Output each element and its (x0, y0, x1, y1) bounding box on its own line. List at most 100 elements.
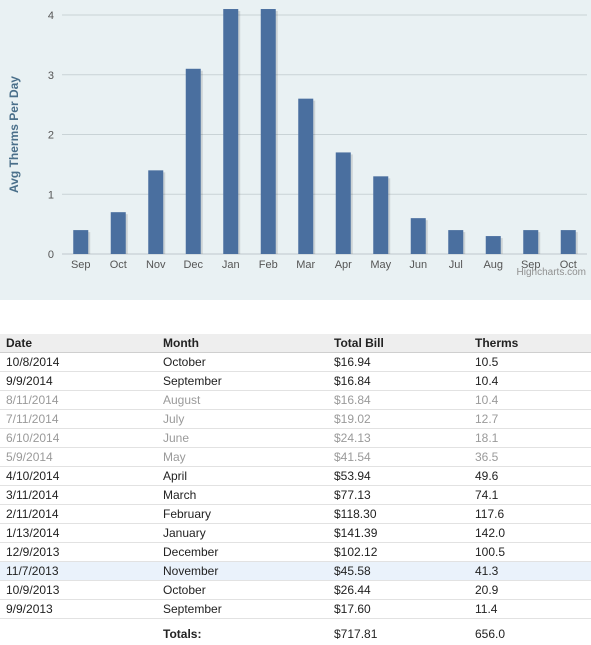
cell-total-bill: $19.02 (334, 412, 371, 426)
table-row[interactable]: 6/10/2014 June $24.13 18.1 (0, 429, 591, 448)
table-row[interactable]: 5/9/2014 May $41.54 36.5 (0, 448, 591, 467)
cell-total-bill: $77.13 (334, 488, 371, 502)
cell-date: 4/10/2014 (6, 469, 60, 483)
totals-row: Totals: $717.81 656.0 (0, 623, 591, 645)
cell-total-bill: $41.54 (334, 450, 371, 464)
bar-jul[interactable] (448, 230, 464, 254)
bar-dec[interactable] (185, 68, 201, 255)
totals-bill: $717.81 (334, 627, 378, 641)
x-tick-label: Nov (146, 259, 166, 271)
bar-aug[interactable] (485, 236, 501, 254)
x-tick-label: Apr (335, 259, 352, 271)
cell-therms: 74.1 (475, 488, 499, 502)
usage-chart: 0 1 2 3 4 Sep Oct Nov Dec Jan Feb Mar Apr May Jun Jul A… (0, 0, 591, 300)
cell-date: 10/9/2013 (6, 583, 60, 597)
table-row[interactable]: 8/11/2014 August $16.84 10.4 (0, 391, 591, 410)
table-row[interactable]: 9/9/2013 September $17.60 11.4 (0, 600, 591, 619)
highcharts-credit[interactable]: Highcharts.com (517, 267, 586, 278)
gridlines (62, 14, 587, 255)
bar-may[interactable] (373, 176, 389, 254)
cell-therms: 10.5 (475, 355, 499, 369)
bar-oct[interactable] (560, 230, 576, 254)
x-tick-label: Mar (296, 259, 315, 271)
x-tick-label: Feb (259, 259, 278, 271)
bar-oct[interactable] (110, 212, 126, 254)
table-row[interactable]: 10/8/2014 October $16.94 10.5 (0, 353, 591, 372)
cell-therms: 117.6 (475, 507, 505, 521)
cell-total-bill: $24.13 (334, 431, 371, 445)
y-tick-label: 4 (48, 10, 54, 22)
cell-total-bill: $26.44 (334, 583, 371, 597)
cell-date: 1/13/2014 (6, 526, 60, 540)
x-tick-label: Sep (521, 259, 541, 271)
bar-chart-svg: 0 1 2 3 4 Sep Oct Nov Dec Jan Feb Mar Apr May Jun Jul A… (7, 9, 587, 278)
table-row[interactable]: 10/9/2013 October $26.44 20.9 (0, 581, 591, 600)
bar-sep[interactable] (523, 230, 539, 254)
bar-sep[interactable] (73, 230, 89, 254)
bar-jun[interactable] (410, 218, 426, 254)
bar-jan[interactable] (223, 9, 239, 255)
cell-date: 10/8/2014 (6, 355, 60, 369)
x-tick-label: Jan (222, 259, 240, 271)
x-tick-label: Jul (449, 259, 463, 271)
header-total-bill[interactable]: Total Bill (334, 336, 384, 350)
billing-table: Date Month Total Bill Therms 10/8/2014 Oc… (0, 334, 591, 645)
cell-date: 6/10/2014 (6, 431, 60, 445)
table-row[interactable]: 7/11/2014 July $19.02 12.7 (0, 410, 591, 429)
cell-therms: 49.6 (475, 469, 499, 483)
cell-month: October (163, 583, 206, 597)
table-row[interactable]: 3/11/2014 March $77.13 74.1 (0, 486, 591, 505)
totals-therms: 656.0 (475, 627, 506, 641)
cell-month: February (163, 507, 212, 521)
cell-date: 3/11/2014 (6, 488, 59, 502)
cell-total-bill: $141.39 (334, 526, 378, 540)
cell-month: June (163, 431, 190, 445)
x-tick-label: Jun (409, 259, 427, 271)
cell-month: December (163, 545, 219, 559)
bar-nov[interactable] (148, 170, 164, 254)
cell-date: 9/9/2013 (6, 602, 53, 616)
table-row[interactable]: 1/13/2014 January $141.39 142.0 (0, 524, 591, 543)
table-header: Date Month Total Bill Therms (0, 334, 591, 353)
bar-mar[interactable] (298, 98, 314, 255)
bar-feb[interactable] (260, 9, 276, 255)
x-tick-label: Sep (71, 259, 91, 271)
y-axis-ticks: 0 1 2 3 4 (48, 10, 54, 261)
cell-total-bill: $16.94 (334, 355, 371, 369)
y-tick-label: 1 (48, 189, 54, 201)
cell-therms: 12.7 (475, 412, 499, 426)
header-date[interactable]: Date (6, 336, 33, 350)
cell-therms: 10.4 (475, 393, 499, 407)
cell-total-bill: $118.30 (334, 507, 377, 521)
cell-total-bill: $45.58 (334, 564, 371, 578)
table-row[interactable]: 12/9/2013 December $102.12 100.5 (0, 543, 591, 562)
x-axis-ticks: Sep Oct Nov Dec Jan Feb Mar Apr May Jun Jul Aug Sep O… (71, 259, 577, 271)
cell-date: 12/9/2013 (6, 545, 60, 559)
cell-date: 9/9/2014 (6, 374, 53, 388)
cell-date: 7/11/2014 (6, 412, 59, 426)
table-row[interactable]: 11/7/2013 November $45.58 41.3 (0, 562, 591, 581)
y-tick-label: 3 (48, 70, 54, 82)
cell-therms: 20.9 (475, 583, 499, 597)
table-row[interactable]: 2/11/2014 February $118.30 117.6 (0, 505, 591, 524)
cell-month: September (163, 374, 222, 388)
table-row[interactable]: 4/10/2014 April $53.94 49.6 (0, 467, 591, 486)
bars (73, 9, 578, 255)
cell-therms: 41.3 (475, 564, 499, 578)
header-month[interactable]: Month (163, 336, 199, 350)
cell-date: 5/9/2014 (6, 450, 53, 464)
bar-apr[interactable] (335, 152, 351, 254)
x-tick-label: Dec (183, 259, 203, 271)
cell-month: November (163, 564, 219, 578)
cell-date: 8/11/2014 (6, 393, 59, 407)
table-row[interactable]: 9/9/2014 September $16.84 10.4 (0, 372, 591, 391)
cell-therms: 11.4 (475, 602, 498, 616)
y-tick-label: 2 (48, 130, 54, 142)
header-therms[interactable]: Therms (475, 336, 519, 350)
y-axis-title: Avg Therms Per Day (7, 76, 21, 193)
cell-month: October (163, 355, 206, 369)
totals-label: Totals: (163, 627, 202, 641)
y-tick-label: 0 (48, 249, 54, 261)
cell-therms: 36.5 (475, 450, 499, 464)
cell-date: 11/7/2013 (6, 564, 59, 578)
